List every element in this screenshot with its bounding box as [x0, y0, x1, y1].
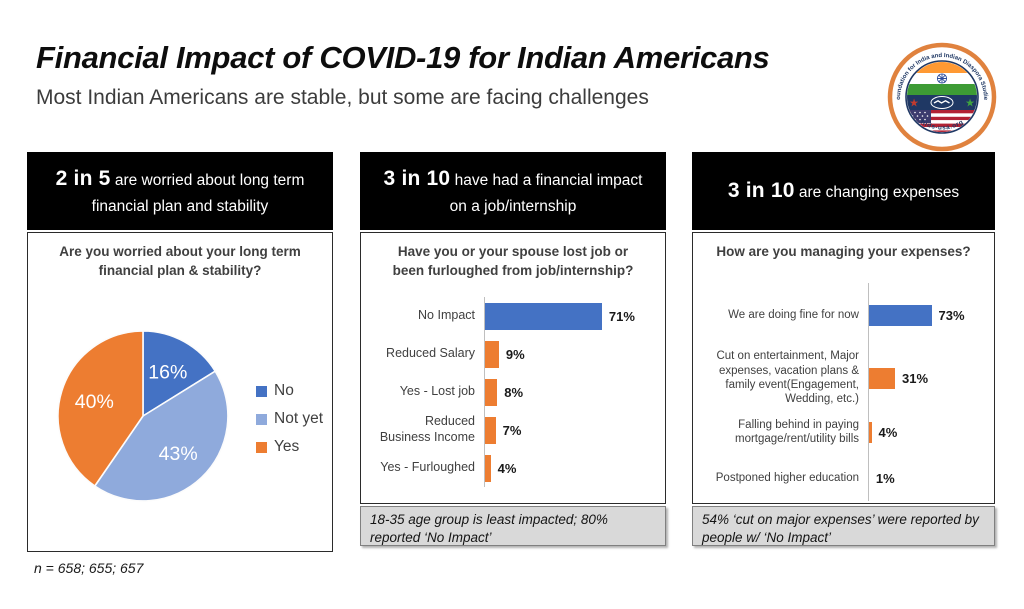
bar-row: Falling behind in paying mortgage/rent/u… [699, 409, 992, 455]
page-subtitle: Most Indian Americans are stable, but so… [36, 86, 649, 109]
bar-value-label: 8% [504, 384, 524, 400]
bar [868, 421, 872, 443]
pie-slice [93, 370, 229, 502]
bar-value-label: 7% [502, 422, 522, 438]
bar-value-label: 31% [902, 370, 929, 386]
panel-long-term-worry: 2 in 5 are worried about long term finan… [27, 152, 333, 552]
job-impact-bar-chart: No Impact 71% Reduced Salary 9% Yes - Lost j… [371, 297, 659, 487]
legend-label: No [274, 382, 294, 399]
bar-row: Yes - Furloughed 4% [371, 449, 659, 487]
stat-headline: have had a financial impact on a job/int… [449, 171, 643, 216]
panel-job-impact-body: Have you or your spouse lost job or been… [360, 232, 666, 504]
stat-headline: are changing expenses [794, 183, 960, 201]
red-star-icon: ★ [909, 98, 919, 110]
legend-swatch [256, 441, 267, 453]
stat-value: 3 in 10 [727, 178, 795, 202]
bar-value-label: 4% [497, 460, 517, 476]
y-axis-line [868, 283, 869, 501]
fiids-logo: ★ ★ Foundation for India an [887, 42, 997, 152]
ashoka-chakra-icon [936, 73, 948, 84]
india-flag-saffron-band [907, 62, 977, 73]
legend-item: Not yet [256, 405, 323, 433]
bar-row: Postponed higher education 1% [699, 455, 992, 501]
panel-expenses: 3 in 10 are changing expenses How are yo… [692, 152, 995, 546]
bar-value-label: 1% [875, 470, 895, 486]
bar-category-label: Reduced Salary [386, 346, 475, 361]
page-title: Financial Impact of COVID-19 for Indian … [36, 40, 770, 75]
us-flag [907, 110, 977, 132]
bar [484, 416, 496, 444]
bar [868, 304, 932, 326]
y-axis-line [484, 297, 485, 487]
handshake-glyph [933, 99, 950, 104]
legend-item: Yes [256, 433, 323, 461]
bar-row: No Impact 71% [371, 297, 659, 335]
panel-expenses-note: 54% ‘cut on major expenses’ were reporte… [692, 506, 995, 546]
panel-expenses-header: 3 in 10 are changing expenses [692, 152, 995, 230]
bar-row: Reduced Business Income 7% [371, 411, 659, 449]
bar-row: We are doing fine for now 73% [699, 283, 992, 347]
panel-long-term-worry-body: Are you worried about your long term fin… [27, 232, 333, 552]
panel-expenses-body: How are you managing your expenses? We a… [692, 232, 995, 504]
stat-value: 2 in 5 [55, 166, 111, 190]
stat-value: 3 in 10 [383, 166, 451, 190]
bar-category-label: We are doing fine for now [728, 308, 859, 321]
chart-question: Are you worried about your long term fin… [59, 244, 301, 278]
sample-size-note: n = 658; 655; 657 [34, 560, 144, 576]
legend-label: Yes [274, 438, 300, 455]
bar-category-label: Yes - Lost job [399, 384, 475, 399]
bar-value-label: 4% [878, 424, 898, 440]
bar-value-label: 9% [505, 346, 525, 362]
bar-category-label: Reduced Business Income [379, 414, 475, 444]
bar [868, 367, 895, 389]
green-star-icon: ★ [965, 98, 975, 110]
legend-item: No [256, 377, 323, 405]
pie-data-label: 16% [148, 361, 187, 383]
india-flag-green-band [907, 84, 977, 95]
logo-emblem: ★ ★ [907, 62, 977, 132]
bar-row: Reduced Salary 9% [371, 335, 659, 373]
stat-headline: are worried about long term financial pl… [91, 171, 305, 216]
bar-value-label: 71% [608, 308, 635, 324]
bar-category-label: Cut on entertainment, Major expenses, va… [716, 350, 859, 406]
chart-question: Have you or your spouse lost job or been… [392, 244, 634, 278]
bar-category-label: Yes - Furloughed [380, 460, 475, 475]
pie-slice [142, 330, 217, 418]
bar-row: Yes - Lost job 8% [371, 373, 659, 411]
panel-job-impact-note: 18-35 age group is least impacted; 80% r… [360, 506, 666, 546]
legend-swatch [256, 413, 267, 425]
pie-data-label: 40% [75, 391, 114, 413]
pie-slice [57, 330, 144, 488]
bar [484, 454, 491, 482]
panel-job-impact: 3 in 10 have had a financial impact on a… [360, 152, 666, 546]
expenses-bar-chart: We are doing fine for now 73% Cut on enter… [699, 283, 992, 501]
bar-category-label: Falling behind in paying mortgage/rent/u… [735, 418, 859, 445]
bar-category-label: Postponed higher education [715, 471, 859, 484]
chart-question: How are you managing your expenses? [716, 244, 971, 259]
panel-long-term-worry-header: 2 in 5 are worried about long term finan… [27, 152, 333, 230]
bar-row: Cut on entertainment, Major expenses, va… [699, 347, 992, 409]
pie-data-label: 43% [159, 443, 198, 465]
legend-swatch [256, 385, 267, 397]
bar [484, 340, 499, 368]
bar-category-label: No Impact [418, 308, 475, 323]
pie-legend: No Not yet Yes [256, 377, 323, 461]
legend-label: Not yet [274, 410, 324, 427]
bar [484, 302, 602, 330]
bar-value-label: 73% [938, 307, 965, 323]
panel-job-impact-header: 3 in 10 have had a financial impact on a… [360, 152, 666, 230]
bar [484, 378, 498, 406]
